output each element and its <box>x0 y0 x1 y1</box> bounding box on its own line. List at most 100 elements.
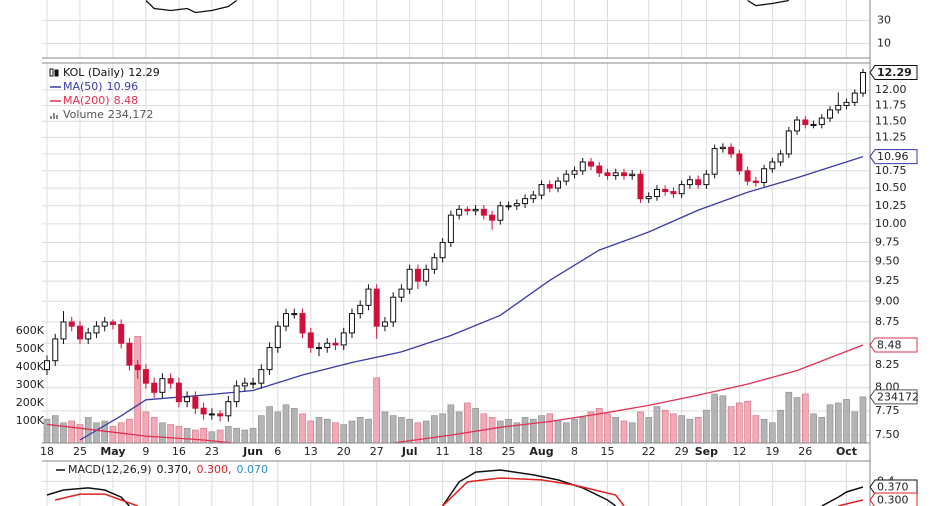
candle-body <box>777 153 784 163</box>
volume-bar <box>455 411 463 443</box>
y-tick-label: 11.75 <box>875 98 907 111</box>
legend-text: KOL (Daily) <box>63 66 124 79</box>
volume-bar <box>653 406 661 443</box>
volume-bar <box>571 418 578 443</box>
macd-line <box>46 469 864 506</box>
volume-bar <box>554 420 562 443</box>
legend-swatch <box>49 68 54 77</box>
candle-body <box>299 313 306 334</box>
candle-body <box>423 268 430 282</box>
volume-bar <box>678 415 685 443</box>
rsi-line <box>145 0 789 14</box>
value-tag-label: 0.300 <box>877 494 909 506</box>
label-layer: 18 25 May 9 16 23 Jun 6 13 20 27 Jul 11 18 25 Aug 8 15 22 2… <box>16 14 907 488</box>
volume-bar <box>447 404 455 443</box>
volume-bar <box>834 402 842 443</box>
x-tick-label: 18 <box>40 445 54 458</box>
candle-body <box>711 148 718 175</box>
legend-entry: MA(50) 10.96 <box>63 80 138 93</box>
volume-bar <box>109 426 117 443</box>
moving-average-line <box>46 344 864 443</box>
volume-bar <box>258 415 265 443</box>
x-tick-label: 19 <box>765 445 779 458</box>
candle-body <box>340 332 347 346</box>
volume-bar <box>183 427 191 443</box>
value-tag-label: 0.370 <box>877 480 909 493</box>
volume-bar <box>356 417 364 443</box>
volume-bar <box>51 415 59 443</box>
x-tick-label: 23 <box>205 445 219 458</box>
candle-body <box>406 268 413 290</box>
volume-bar <box>332 422 339 443</box>
legend-text: 10.96 <box>107 80 139 93</box>
x-tick-label: 9 <box>142 445 149 458</box>
candle-body <box>398 288 405 298</box>
volume-bar <box>777 409 784 443</box>
candle-body <box>596 165 603 174</box>
candle-body <box>571 170 578 175</box>
volume-bar <box>93 422 100 443</box>
y-tick-label: 9.25 <box>875 274 900 287</box>
x-tick-label: 8 <box>571 445 578 458</box>
volume-bar <box>274 411 282 443</box>
candle-body <box>588 161 594 167</box>
candle-body <box>497 205 504 221</box>
candle-body <box>686 179 693 186</box>
value-tag <box>869 389 918 405</box>
y-tick-label: 10 <box>877 37 891 50</box>
candle-body <box>431 257 438 270</box>
legend-text: 12.29 <box>128 66 160 79</box>
legend-text: 0.070 <box>237 463 269 476</box>
x-tick-label: 11 <box>436 445 450 458</box>
candle-body <box>604 172 611 177</box>
x-tick-label: May <box>100 445 125 458</box>
value-tag-label: 8.48 <box>877 338 902 351</box>
legend-swatch <box>50 116 52 119</box>
x-tick-label: Sep <box>695 445 718 458</box>
volume-bar <box>694 417 702 443</box>
volume-bar <box>793 397 801 443</box>
candle-body <box>208 413 215 416</box>
x-tick-label: 6 <box>274 445 281 458</box>
candle-body <box>283 313 290 327</box>
x-tick-label: 13 <box>304 445 318 458</box>
volume-bar <box>562 422 570 443</box>
candle-body <box>555 180 562 189</box>
volume-bar <box>604 413 611 443</box>
candle-body <box>456 208 463 216</box>
candle-body <box>670 191 677 195</box>
legend-text: MACD(12,26,9) <box>68 463 152 476</box>
volume-tick-label: 200K <box>16 396 45 409</box>
volume-tick-label: 400K <box>16 360 45 373</box>
volume-bar <box>711 393 718 443</box>
candle-body <box>513 203 520 207</box>
candle-body <box>662 188 669 193</box>
value-tag <box>869 64 918 80</box>
volume-bar <box>233 427 240 443</box>
candle-body <box>769 161 776 170</box>
legend-swatch <box>53 113 55 119</box>
y-tick-label: 11.50 <box>875 114 907 127</box>
volume-bar <box>126 418 133 443</box>
candle-body <box>719 146 726 150</box>
legend-entry: Volume 234,172 <box>63 108 153 121</box>
volume-tick-label: 600K <box>16 324 45 337</box>
candle-body <box>752 180 759 184</box>
candle-body <box>637 173 644 200</box>
volume-bar <box>587 411 595 443</box>
volume-bar <box>439 413 446 443</box>
candle-body <box>109 321 116 325</box>
candle-body <box>439 241 446 259</box>
volume-bar <box>216 429 224 443</box>
volume-bar <box>159 422 166 443</box>
legend-text: 8.48 <box>114 94 139 107</box>
value-tag-label: 234172 <box>877 390 919 403</box>
candle-body <box>76 325 83 340</box>
candle-body <box>703 173 710 186</box>
candle-body <box>522 198 529 205</box>
legend-text: MA(200) <box>63 94 110 107</box>
volume-bar <box>645 417 652 443</box>
y-tick-label: 7.75 <box>875 404 900 417</box>
volume-bar <box>406 418 413 443</box>
